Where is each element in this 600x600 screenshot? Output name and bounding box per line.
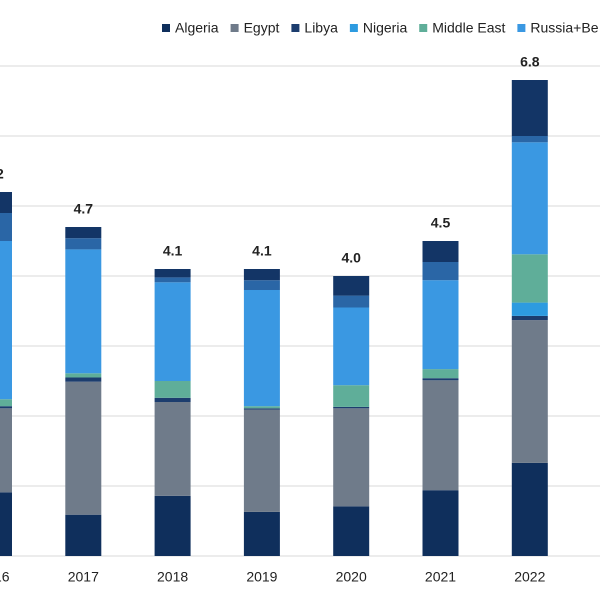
legend-swatch	[162, 24, 170, 32]
legend-swatch	[230, 24, 239, 32]
bar-segment	[511, 315, 548, 321]
x-tick-label: 2020	[336, 569, 367, 585]
total-label: 6.8	[520, 54, 540, 70]
total-label: 4.1	[252, 243, 272, 259]
bar-segment	[511, 302, 548, 316]
bar-segment	[0, 492, 12, 556]
bar-segment	[65, 373, 102, 378]
bar-segment	[333, 406, 370, 409]
bar-segment	[422, 280, 459, 370]
bar-segment	[65, 249, 102, 374]
total-label: 4.0	[341, 250, 361, 266]
bar-segment	[154, 495, 191, 556]
legend-label: Middle East	[432, 20, 505, 36]
bar-segment	[422, 262, 459, 281]
x-tick-label: 2022	[514, 569, 545, 585]
bar-segment	[65, 227, 102, 239]
bar-segment	[154, 397, 191, 402]
bar-segment	[422, 378, 459, 381]
total-label: 4.7	[74, 201, 94, 217]
total-label: 5.2	[0, 166, 4, 182]
legend-swatch	[349, 24, 358, 32]
bar-segment	[65, 238, 102, 250]
total-label: 4.1	[163, 243, 183, 259]
bar-segment	[511, 462, 548, 556]
x-tick-label: 2016	[0, 569, 10, 585]
bar-segment	[333, 276, 370, 296]
bar-segment	[422, 369, 459, 379]
bar-segment	[0, 399, 12, 407]
legend-swatch	[419, 24, 428, 32]
legend-label: Egypt	[244, 20, 280, 36]
x-tick-label: 2021	[425, 569, 456, 585]
bar-segment	[154, 277, 191, 283]
bar-segment	[243, 409, 280, 512]
bar-segment	[154, 282, 191, 381]
bar-segment	[511, 142, 548, 255]
bar-segment	[65, 381, 102, 515]
bar-segment	[65, 514, 102, 556]
legend-label: Libya	[304, 20, 338, 36]
bar-segment	[511, 320, 548, 463]
legend-label: Nigeria	[363, 20, 408, 36]
bar-segment	[422, 490, 459, 556]
bar-segment	[243, 269, 280, 281]
bar-segment	[333, 408, 370, 507]
bar-segment	[243, 511, 280, 556]
bar-segment	[243, 408, 280, 410]
bar-segment	[154, 402, 191, 496]
bar-segment	[154, 269, 191, 278]
legend-label: Algeria	[175, 20, 219, 36]
x-tick-label: 2017	[68, 569, 99, 585]
bar-segment	[243, 280, 280, 290]
bar-segment	[0, 408, 12, 493]
bar-segment	[511, 254, 548, 303]
bar-segment	[0, 213, 12, 241]
bar-segment	[422, 380, 459, 491]
bar-segment	[333, 295, 370, 308]
bar-segment	[422, 241, 459, 262]
bar-segment	[333, 506, 370, 556]
legend-swatch	[517, 24, 526, 32]
bar-segment	[243, 290, 280, 407]
bar-segment	[154, 381, 191, 398]
legend-swatch	[291, 24, 300, 32]
bar-segment	[0, 192, 12, 213]
bar-segment	[65, 377, 102, 382]
bar-segment	[511, 80, 548, 136]
bar-segment	[0, 406, 12, 409]
bar-segment	[333, 385, 370, 407]
bar-segment	[511, 136, 548, 143]
total-label: 4.5	[431, 215, 451, 231]
x-tick-label: 2019	[246, 569, 277, 585]
bar-segment	[243, 406, 280, 409]
legend-label: Russia+Be	[530, 20, 598, 36]
x-tick-label: 2018	[157, 569, 188, 585]
bar-segment	[333, 307, 370, 386]
bar-segment	[0, 241, 12, 400]
